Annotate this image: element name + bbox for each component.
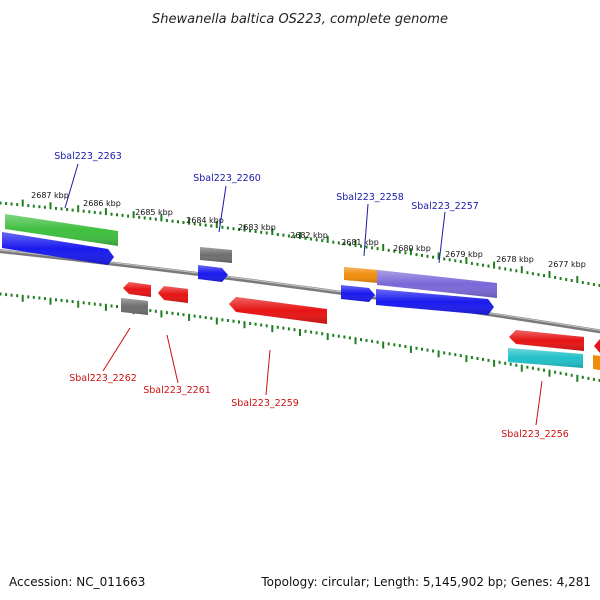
gene-label-reverse[interactable]: Sbal223_2259: [231, 398, 299, 409]
gene-feature-red-a-shade: [123, 282, 151, 297]
tick-label: 2684 kbp: [186, 216, 224, 225]
gene-feature-red-c-shade: [229, 297, 327, 324]
gene-label-forward[interactable]: Sbal223_2263: [54, 151, 122, 162]
callout-line: [438, 211, 446, 264]
gene-feature-green-shade: [5, 214, 118, 246]
tick-label: 2683 kbp: [238, 223, 276, 232]
gene-label-forward[interactable]: Sbal223_2257: [411, 201, 479, 212]
reverse-gene-callouts: Sbal223_2262 Sbal223_2261 Sbal223_2259 S…: [69, 327, 569, 440]
callout-line: [102, 327, 131, 372]
map-title: Shewanella baltica OS223, complete genom…: [152, 12, 448, 27]
callout-line: [535, 380, 543, 426]
genome-summary: Topology: circular; Length: 5,145,902 bp…: [260, 575, 591, 589]
reverse-genes: [121, 282, 600, 370]
callout-line: [64, 163, 79, 209]
tick-label: 2680 kbp: [393, 244, 431, 253]
tick-label: 2681 kbp: [341, 238, 379, 247]
tick-label: 2682 kbp: [290, 231, 328, 240]
gene-label-reverse[interactable]: Sbal223_2256: [501, 429, 569, 440]
gene-feature-purple-shade: [377, 270, 497, 298]
tick-label: 2686 kbp: [83, 199, 121, 208]
callout-line: [218, 185, 227, 233]
accession-label: Accession: NC_011663: [9, 575, 145, 589]
callout-line: [363, 203, 369, 257]
gene-feature-orange-edge[interactable]: [593, 355, 600, 370]
forward-gene-callouts: Sbal223_2263 Sbal223_2260 Sbal223_2258 S…: [54, 151, 479, 264]
tick-label: 2679 kbp: [445, 250, 483, 259]
gene-feature-red-b-shade: [158, 286, 188, 303]
gene-feature-blue-b-shade: [376, 289, 494, 315]
gene-feature-gray-lower-shade: [121, 298, 148, 315]
forward-genes: [2, 214, 497, 315]
gene-label-forward[interactable]: Sbal223_2260: [193, 173, 261, 184]
gene-label-reverse[interactable]: Sbal223_2261: [143, 385, 211, 396]
tick-ruler-outer: [0, 199, 600, 287]
tick-labels: 2687 kbp 2686 kbp 2685 kbp 2684 kbp 2683 kbp…: [31, 191, 586, 269]
gene-feature-red-d-shade: [509, 330, 584, 351]
callout-line: [265, 349, 271, 396]
gene-feature-gray-shade: [200, 247, 232, 263]
gene-feature-blue-shade: [2, 232, 114, 265]
tick-label: 2685 kbp: [135, 208, 173, 217]
tick-label: 2678 kbp: [496, 255, 534, 264]
gene-label-forward[interactable]: Sbal223_2258: [336, 192, 404, 203]
tick-label: 2687 kbp: [31, 191, 69, 200]
gene-feature-blue-a-shade: [341, 285, 375, 302]
gene-feature-red-edge[interactable]: [594, 339, 600, 353]
tick-label: 2677 kbp: [548, 260, 586, 269]
callout-line: [166, 334, 179, 384]
gene-feature-orange-shade: [344, 267, 378, 283]
gene-feature-cyan-shade: [508, 348, 583, 368]
gene-feature-blue-small-shade: [198, 265, 228, 282]
gene-label-reverse[interactable]: Sbal223_2262: [69, 373, 137, 384]
